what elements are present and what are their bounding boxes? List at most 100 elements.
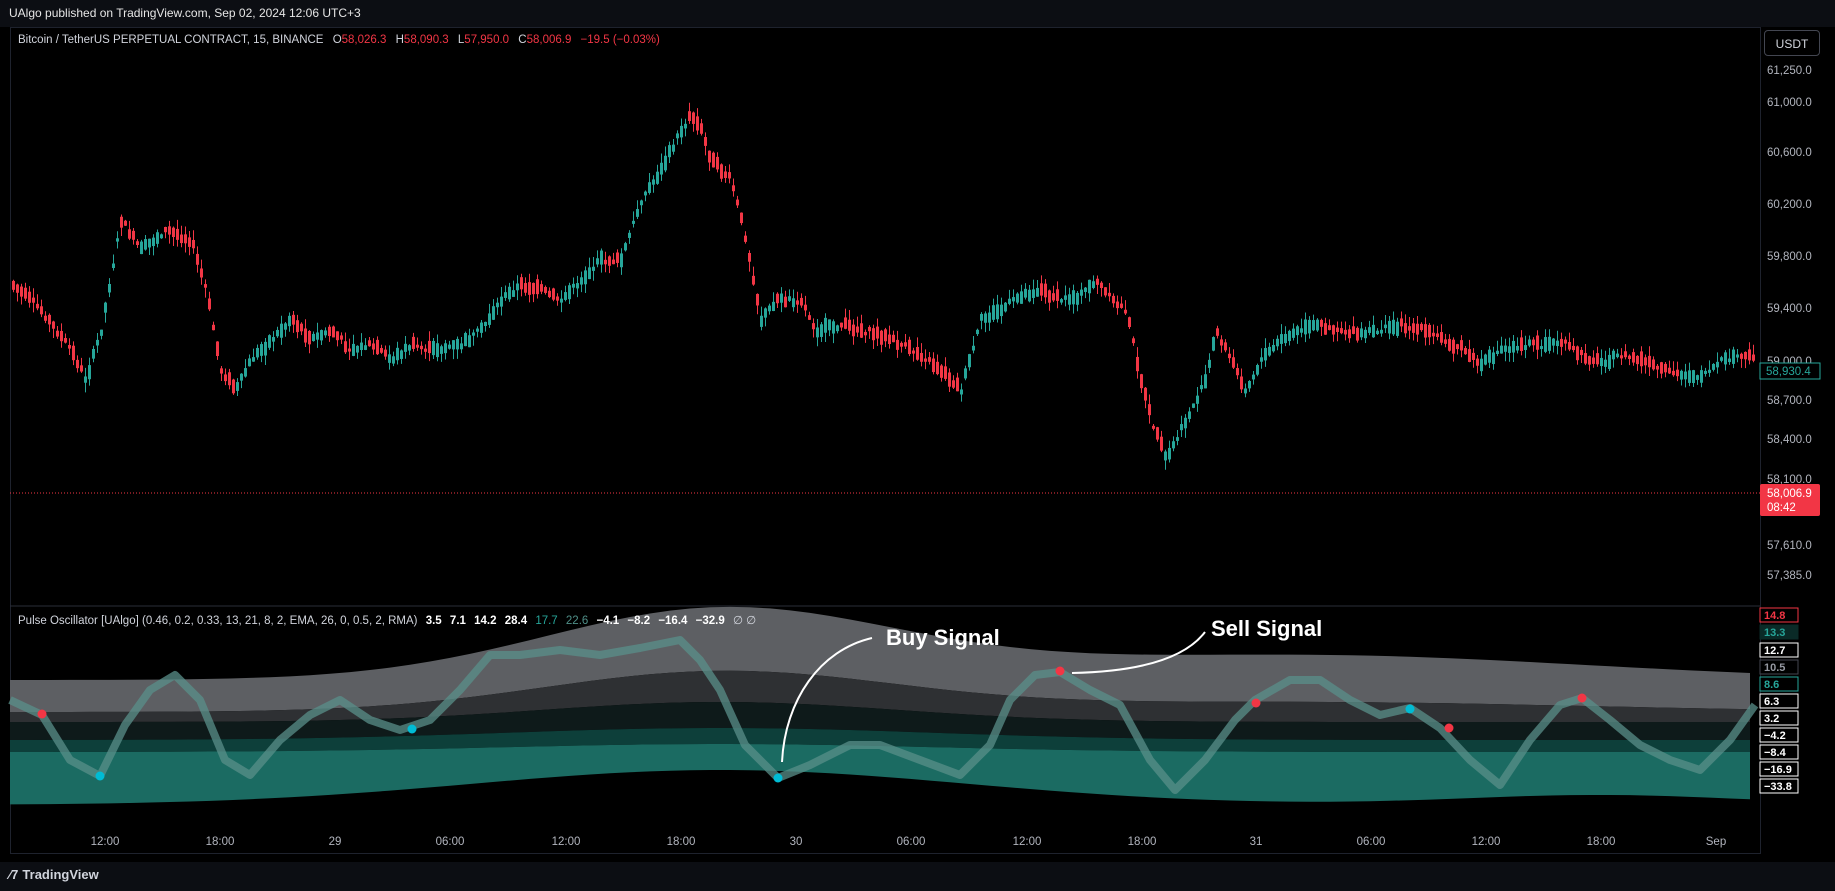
- buy-signal-dot: [1405, 704, 1415, 714]
- candle-body: [1708, 369, 1711, 373]
- candle-body: [100, 329, 103, 336]
- candle-body: [1200, 385, 1203, 390]
- symbol-legend[interactable]: Bitcoin / TetherUS PERPETUAL CONTRACT, 1…: [18, 34, 660, 46]
- time-axis-label: 18:00: [206, 836, 235, 848]
- candle-body: [284, 323, 287, 330]
- candle-body: [56, 330, 59, 337]
- candle-body: [1004, 302, 1007, 312]
- candle-body: [44, 315, 47, 321]
- open-value: 58,026.3: [341, 34, 387, 46]
- candle-body: [1488, 349, 1491, 363]
- candle-body: [1320, 319, 1323, 327]
- candle-body: [256, 347, 259, 358]
- candle-body: [152, 237, 155, 247]
- candle-body: [16, 284, 19, 293]
- candle-body: [1720, 357, 1723, 361]
- ind-neg-value-4: −32.9: [695, 615, 725, 627]
- candle-body: [500, 296, 503, 307]
- candle-body: [376, 339, 379, 355]
- candle-body: [516, 283, 519, 291]
- sell-signal-dot: [1577, 693, 1587, 703]
- candle-body: [1536, 335, 1539, 350]
- candle-body: [264, 341, 267, 356]
- teal-price-marker: 58,930.4: [1759, 362, 1821, 380]
- candle-body: [1240, 376, 1243, 390]
- price-axis-label: 60,600.0: [1767, 147, 1812, 159]
- price-axis[interactable]: 61,250.0 61,000.0 60,600.0 60,200.0 59,800.0…: [1767, 65, 1812, 582]
- candle-body: [1336, 327, 1339, 333]
- candle-body: [1280, 334, 1283, 344]
- candle-body: [628, 232, 631, 238]
- osc-lower-band: [10, 744, 1750, 805]
- candle-body: [1664, 363, 1667, 373]
- candle-body: [1116, 301, 1119, 309]
- candle-body: [1388, 320, 1391, 334]
- candle-body: [1464, 348, 1467, 355]
- candle-body: [1156, 427, 1159, 440]
- tradingview-brand[interactable]: ⁄7 TradingView: [9, 867, 99, 882]
- candle-body: [1396, 321, 1399, 336]
- candle-body: [300, 323, 303, 332]
- candle-body: [1540, 346, 1543, 350]
- candle-body: [1472, 352, 1475, 360]
- candle-body: [1480, 358, 1483, 372]
- ind-value-2: 7.1: [449, 615, 466, 627]
- candle-body: [1656, 365, 1659, 370]
- candle-body: [792, 298, 795, 308]
- candle-body: [1604, 359, 1607, 367]
- candle-body: [104, 302, 107, 313]
- indicator-name[interactable]: Pulse Oscillator [UAlgo] (0.46, 0.2, 0.3…: [18, 615, 418, 627]
- candle-body: [1228, 353, 1231, 359]
- time-axis[interactable]: 12:00 18:00 29 06:00 12:00 18:00 30 06:00 12:00 1…: [91, 836, 1727, 848]
- candle-body: [1248, 381, 1251, 389]
- candle-body: [544, 287, 547, 293]
- osc-axis-label: 14.8: [1764, 610, 1785, 622]
- time-axis-label: 18:00: [667, 836, 696, 848]
- publisher-bar: UAlgo published on TradingView.com, Sep …: [0, 0, 1835, 27]
- candle-body: [184, 234, 187, 244]
- candle-body: [920, 352, 923, 362]
- currency-button[interactable]: USDT: [1764, 30, 1820, 56]
- buy-signal-dot: [95, 771, 105, 781]
- osc-axis-box: [1759, 761, 1799, 777]
- candle-body: [1208, 359, 1211, 368]
- candle-body: [868, 326, 871, 332]
- ind-value-1: 3.5: [425, 615, 442, 627]
- candle-body: [120, 216, 123, 228]
- candle-body: [984, 313, 987, 323]
- time-axis-label: 12:00: [1472, 836, 1501, 848]
- candle-body: [196, 253, 199, 265]
- candle-body: [1728, 358, 1731, 363]
- candle-body: [988, 312, 991, 323]
- candle-body: [216, 341, 219, 357]
- candle-body: [340, 335, 343, 340]
- oscillator-axis[interactable]: 14.8 13.3 12.7 10.5 8.6 6.3 3.2 −4.2 −8.4 −16.9 −3…: [1759, 607, 1799, 794]
- candle-body: [616, 252, 619, 263]
- high-value: 58,090.3: [403, 34, 449, 46]
- candle-body: [1152, 425, 1155, 429]
- candle-body: [1204, 374, 1207, 389]
- candle-body: [1044, 283, 1047, 298]
- candle-body: [308, 330, 311, 345]
- indicator-legend[interactable]: Pulse Oscillator [UAlgo] (0.46, 0.2, 0.3…: [18, 613, 756, 627]
- sell-signal-arrow: [1071, 631, 1206, 674]
- change-value: −19.5 (−0.03%): [580, 34, 660, 46]
- candle-body: [140, 241, 143, 255]
- candle-body: [1364, 329, 1367, 339]
- candle-body: [720, 164, 723, 179]
- price-axis-label: 59,400.0: [1767, 303, 1812, 315]
- candle-body: [1744, 351, 1747, 360]
- symbol-name[interactable]: Bitcoin / TetherUS PERPETUAL CONTRACT, 1…: [18, 34, 324, 46]
- candle-body: [732, 185, 735, 192]
- candle-body: [520, 277, 523, 290]
- candle-body: [928, 357, 931, 362]
- candle-body: [1600, 357, 1603, 367]
- osc-zero-band: [10, 702, 1750, 740]
- candle-body: [72, 345, 75, 361]
- osc-axis-label: −16.9: [1764, 764, 1792, 776]
- candle-body: [1636, 355, 1639, 365]
- candle-body: [1412, 323, 1415, 333]
- candle-body: [1344, 329, 1347, 335]
- current-price-timer: 08:42: [1767, 502, 1796, 514]
